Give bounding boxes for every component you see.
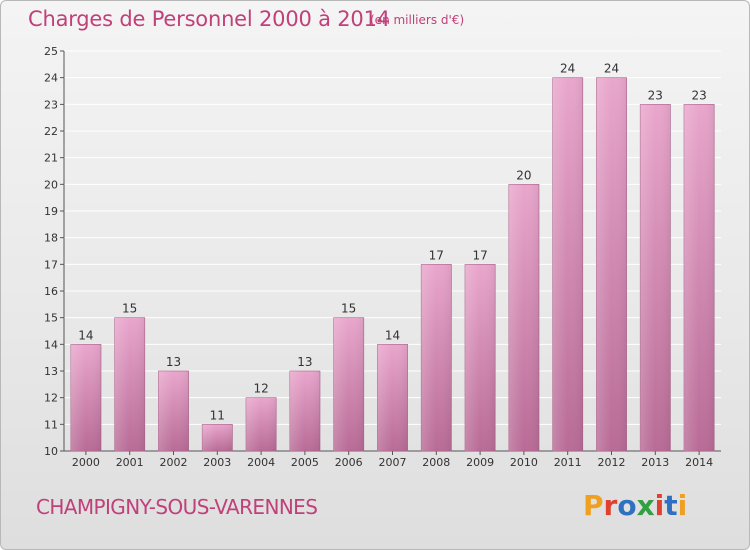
- y-tick-label: 10: [44, 445, 58, 458]
- bar-shade: [596, 77, 627, 452]
- data-label: 20: [516, 168, 531, 182]
- y-tick-label: 22: [44, 125, 58, 138]
- chart-unit: (en milliers d'€): [370, 13, 465, 27]
- x-tick-label: 2002: [160, 456, 188, 469]
- logo-letter: t: [664, 489, 678, 522]
- data-label: 15: [122, 302, 137, 316]
- bar-shade: [114, 317, 145, 451]
- bar-shade: [158, 371, 189, 451]
- chart-title: Charges de Personnel 2000 à 2014: [28, 7, 390, 31]
- y-tick-label: 23: [44, 98, 58, 111]
- data-label: 24: [560, 62, 575, 76]
- x-tick-label: 2006: [335, 456, 363, 469]
- data-label: 13: [166, 355, 181, 369]
- x-tick-label: 2013: [641, 456, 669, 469]
- y-tick-label: 17: [44, 258, 58, 271]
- logo-letter: P: [583, 489, 604, 522]
- bar-shade: [464, 264, 496, 451]
- logo-letter: x: [636, 489, 655, 522]
- y-tick-label: 24: [44, 72, 58, 85]
- y-tick-label: 19: [44, 205, 58, 218]
- x-tick-label: 2000: [72, 456, 100, 469]
- data-labels: 14 15 13 11 12 13 15 14 17 17 20 24 24 23 23: [78, 62, 706, 423]
- bar-shade: [289, 371, 321, 451]
- x-tick-label: 2005: [291, 456, 319, 469]
- x-tick-label: 2009: [466, 456, 494, 469]
- y-tick-label: 18: [44, 232, 58, 245]
- bar-shade: [552, 77, 583, 452]
- proxiti-logo[interactable]: Proxiti: [583, 489, 687, 522]
- x-tick-label: 2003: [203, 456, 231, 469]
- y-tick-label: 20: [44, 178, 58, 191]
- commune-name: CHAMPIGNY-SOUS-VARENNES: [36, 495, 318, 519]
- logo-letter: i: [677, 489, 688, 522]
- bar-shade: [333, 317, 364, 451]
- x-tick-label: 2008: [422, 456, 450, 469]
- y-tick-label: 14: [44, 338, 58, 351]
- data-label: 12: [253, 382, 268, 396]
- bar-shade: [640, 104, 671, 451]
- data-label: 11: [210, 408, 225, 422]
- data-label: 17: [429, 248, 444, 262]
- logo-letter: r: [603, 489, 618, 522]
- y-tick-label: 11: [44, 418, 58, 431]
- y-tick-label: 16: [44, 285, 58, 298]
- data-label: 23: [648, 88, 663, 102]
- bar-shade: [683, 104, 715, 451]
- logo-letter: o: [617, 489, 637, 522]
- bar-shade: [508, 184, 540, 452]
- data-label: 15: [341, 302, 356, 316]
- y-tick-label: 15: [44, 312, 58, 325]
- x-tick-label: 2004: [247, 456, 275, 469]
- x-tick-label: 2011: [554, 456, 582, 469]
- x-tick-label: 2012: [598, 456, 626, 469]
- bar-shade: [70, 344, 102, 451]
- data-label: 13: [297, 355, 312, 369]
- data-label: 17: [472, 248, 487, 262]
- x-tick-label: 2010: [510, 456, 538, 469]
- data-label: 14: [385, 328, 400, 342]
- bar-shade: [377, 344, 408, 451]
- bars: [70, 77, 715, 452]
- y-tick-label: 12: [44, 392, 58, 405]
- y-tick-label: 25: [44, 45, 58, 58]
- x-tick-label: 2001: [116, 456, 144, 469]
- data-label: 24: [604, 62, 619, 76]
- bar-shade: [245, 397, 277, 451]
- logo-letter: i: [654, 489, 665, 522]
- x-tick-label: 2014: [685, 456, 713, 469]
- data-label: 23: [691, 88, 706, 102]
- y-tick-label: 13: [44, 365, 58, 378]
- data-label: 14: [78, 328, 93, 342]
- bar-shade: [421, 264, 452, 451]
- y-tick-label: 21: [44, 152, 58, 165]
- bar-shade: [202, 424, 233, 451]
- x-tick-label: 2007: [379, 456, 407, 469]
